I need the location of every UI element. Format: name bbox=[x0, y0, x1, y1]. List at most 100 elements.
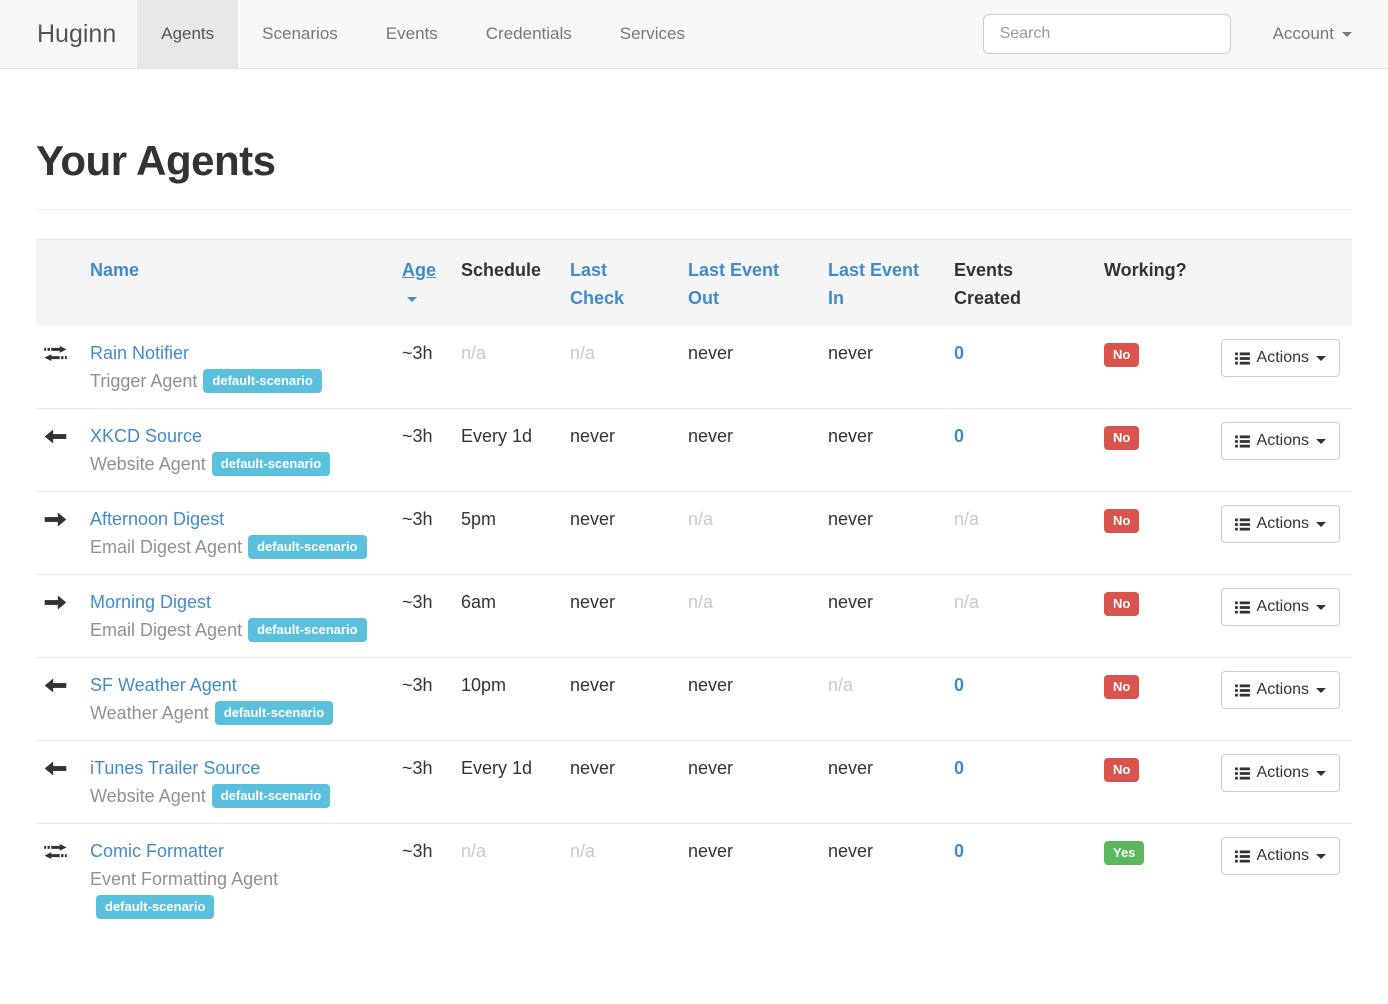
agent-working-cell: Yes bbox=[1096, 823, 1206, 935]
actions-dropdown-button[interactable]: Actions bbox=[1220, 837, 1340, 875]
chevron-down-icon bbox=[1316, 853, 1326, 859]
agent-schedule-cell: 6am bbox=[453, 574, 562, 658]
nav-item-agents[interactable]: Agents bbox=[137, 0, 239, 68]
agent-direction-cell bbox=[36, 657, 82, 741]
events-created-link[interactable]: n/a bbox=[954, 509, 980, 529]
actions-dropdown-button[interactable]: Actions bbox=[1220, 671, 1340, 709]
agent-last-event-out-cell: never bbox=[688, 343, 734, 363]
events-created-link[interactable]: n/a bbox=[954, 592, 980, 612]
agent-name-link[interactable]: Rain Notifier bbox=[90, 343, 190, 363]
scenario-badge[interactable]: default-scenario bbox=[203, 369, 322, 393]
chevron-down-icon bbox=[1342, 31, 1352, 37]
agent-name-link[interactable]: iTunes Trailer Source bbox=[90, 758, 261, 778]
account-dropdown[interactable]: Account bbox=[1231, 24, 1374, 44]
nav-item-credentials[interactable]: Credentials bbox=[485, 24, 572, 43]
agent-type-label: Website Agent bbox=[90, 786, 206, 806]
events-created-link[interactable]: 0 bbox=[954, 841, 965, 861]
agent-working-cell: No bbox=[1096, 574, 1206, 658]
actions-dropdown-button[interactable]: Actions bbox=[1220, 422, 1340, 460]
chevron-down-icon bbox=[1316, 438, 1326, 444]
agent-name-cell: Rain Notifier Trigger Agent default-scena… bbox=[82, 326, 394, 409]
arrow-left-icon bbox=[44, 429, 67, 444]
agent-actions-cell: Actions bbox=[1206, 408, 1352, 492]
agent-last-check-cell: never bbox=[562, 574, 680, 658]
scenario-badge[interactable]: default-scenario bbox=[248, 535, 367, 559]
header-events-created: Events Created bbox=[946, 239, 1096, 326]
nav-item-services[interactable]: Services bbox=[619, 24, 685, 43]
agent-last-event-out-cell: never bbox=[680, 657, 820, 741]
events-created-link[interactable]: 0 bbox=[954, 758, 965, 778]
sort-name-link[interactable]: Name bbox=[90, 260, 140, 280]
agent-name-cell: Morning Digest Email Digest Agent default… bbox=[82, 574, 394, 658]
actions-dropdown-button[interactable]: Actions bbox=[1220, 754, 1340, 792]
events-created-link[interactable]: 0 bbox=[954, 426, 965, 446]
agent-actions-cell: Actions bbox=[1206, 740, 1352, 824]
chevron-down-icon bbox=[1316, 687, 1326, 693]
header-last-check: Last Check bbox=[562, 239, 680, 326]
actions-dropdown-button[interactable]: Actions bbox=[1220, 588, 1340, 626]
table-row: SF Weather Agent Weather Agent default-sc… bbox=[36, 657, 1352, 741]
exchange-icon bbox=[44, 346, 67, 361]
sort-last-check-link[interactable]: Last Check bbox=[570, 260, 625, 308]
header-age: Age bbox=[394, 239, 453, 326]
sort-age-link[interactable]: Age bbox=[402, 260, 436, 280]
scenario-badge[interactable]: default-scenario bbox=[214, 701, 334, 725]
agent-last-event-out-cell: never bbox=[680, 823, 820, 935]
agent-actions-cell: Actions bbox=[1206, 491, 1352, 575]
list-icon bbox=[1235, 518, 1250, 531]
agent-type-label: Email Digest Agent bbox=[90, 537, 243, 557]
agents-table: Name Age Schedule Last Check Last Event … bbox=[36, 239, 1352, 935]
agent-working-cell: No bbox=[1096, 491, 1206, 575]
agent-name-link[interactable]: Afternoon Digest bbox=[90, 509, 225, 529]
agent-name-cell: iTunes Trailer Source Website Agent defau… bbox=[82, 740, 394, 824]
agent-schedule-cell: n/a bbox=[461, 343, 487, 363]
scenario-badge[interactable]: default-scenario bbox=[211, 784, 331, 808]
arrow-left-icon bbox=[44, 761, 67, 776]
table-row: iTunes Trailer Source Website Agent defau… bbox=[36, 740, 1352, 824]
agent-age-cell: ~3h bbox=[394, 740, 453, 824]
search-input[interactable] bbox=[982, 14, 1231, 54]
nav-item-scenarios[interactable]: Scenarios bbox=[262, 24, 338, 43]
agent-name-cell: SF Weather Agent Weather Agent default-sc… bbox=[82, 657, 394, 741]
agent-direction-cell bbox=[36, 491, 82, 575]
agent-last-event-in-cell: never bbox=[820, 823, 946, 935]
scenario-badge[interactable]: default-scenario bbox=[248, 618, 367, 642]
agent-name-link[interactable]: Morning Digest bbox=[90, 592, 212, 612]
nav-item-events[interactable]: Events bbox=[385, 24, 438, 43]
events-created-link[interactable]: 0 bbox=[954, 343, 965, 363]
header-icon-spacer bbox=[36, 239, 82, 326]
header-working: Working? bbox=[1096, 239, 1206, 326]
actions-dropdown-button[interactable]: Actions bbox=[1220, 505, 1340, 543]
agent-last-event-out-cell: never bbox=[680, 408, 820, 492]
scenario-badge[interactable]: default-scenario bbox=[96, 895, 215, 919]
actions-button-label: Actions bbox=[1256, 764, 1309, 781]
agent-type-label: Website Agent bbox=[90, 454, 206, 474]
events-created-link[interactable]: 0 bbox=[954, 675, 965, 695]
agent-actions-cell: Actions bbox=[1206, 657, 1352, 741]
agent-name-link[interactable]: Comic Formatter bbox=[90, 841, 225, 861]
actions-button-label: Actions bbox=[1256, 349, 1309, 366]
sort-last-event-in-link[interactable]: Last Event In bbox=[828, 260, 920, 308]
agent-last-event-out-cell: n/a bbox=[680, 574, 820, 658]
agent-last-event-in-cell: never bbox=[820, 408, 946, 492]
agent-last-check-cell: n/a bbox=[570, 343, 596, 363]
agent-name-link[interactable]: SF Weather Agent bbox=[90, 675, 237, 695]
scenario-badge[interactable]: default-scenario bbox=[211, 452, 331, 476]
table-row: XKCD Source Website Agent default-scenari… bbox=[36, 408, 1352, 492]
actions-dropdown-button[interactable]: Actions bbox=[1220, 339, 1340, 377]
sort-last-event-out-link[interactable]: Last Event Out bbox=[688, 260, 780, 308]
header-name: Name bbox=[82, 239, 394, 326]
agent-last-check-cell: never bbox=[562, 740, 680, 824]
agent-last-event-in-cell: never bbox=[828, 343, 874, 363]
agent-last-event-in-cell: never bbox=[820, 491, 946, 575]
table-row: Rain Notifier Trigger Agent default-scena… bbox=[36, 326, 1352, 409]
agent-working-cell: No bbox=[1096, 740, 1206, 824]
working-status-badge: No bbox=[1104, 509, 1140, 533]
working-status-badge: No bbox=[1104, 758, 1140, 782]
brand-huginn[interactable]: Huginn bbox=[37, 19, 117, 48]
agent-name-cell: Afternoon Digest Email Digest Agent defau… bbox=[82, 491, 394, 575]
actions-button-label: Actions bbox=[1256, 515, 1309, 532]
agent-name-link[interactable]: XKCD Source bbox=[90, 426, 203, 446]
agent-last-event-out-cell: n/a bbox=[680, 491, 820, 575]
agent-direction-cell bbox=[36, 823, 82, 935]
